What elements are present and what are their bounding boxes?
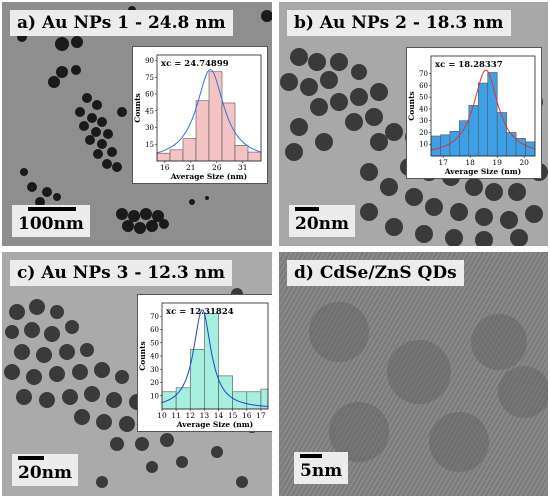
histogram-bar xyxy=(232,391,248,410)
histogram-bar xyxy=(234,145,249,162)
x-tick-label: 13 xyxy=(200,411,210,420)
y-tick-label: 75 xyxy=(145,74,154,82)
fit-curve xyxy=(161,309,269,407)
panel-c-title: c) Au NPs 3 - 12.3 nm xyxy=(10,260,232,286)
histogram-bar xyxy=(221,102,236,162)
histogram-bar xyxy=(477,82,489,157)
panel-c: c) Au NPs 3 - 12.3 nm 20nm 10 11 12 13 14 15 1… xyxy=(2,252,272,496)
histogram-bar xyxy=(204,313,219,410)
x-tick-label: 17 xyxy=(438,158,448,167)
panel-b-scale: 20nm xyxy=(289,205,356,237)
y-tick-label: 10 xyxy=(419,141,428,149)
y-tick-label: 60 xyxy=(145,91,154,99)
y-tick-label: 20 xyxy=(419,129,428,137)
scale-bar xyxy=(28,207,76,211)
y-tick-label: 30 xyxy=(150,366,159,374)
fit-curve xyxy=(430,69,536,151)
histogram-bar xyxy=(175,387,191,410)
x-tick-label: 10 xyxy=(157,411,167,420)
panel-d: d) CdSe/ZnS QDs 5nm xyxy=(279,252,548,496)
panel-c-scale: 20nm xyxy=(12,454,79,486)
plot-frame xyxy=(156,54,262,162)
y-tick-label: 45 xyxy=(145,107,154,115)
y-tick-label: 30 xyxy=(419,117,428,125)
histogram-bar xyxy=(161,391,177,410)
x-axis-label: Average Size (nm) xyxy=(444,167,521,176)
histogram-bar xyxy=(195,100,210,162)
y-tick-label: 70 xyxy=(419,70,428,78)
histogram-bar xyxy=(496,112,507,157)
y-axis-label: Counts xyxy=(138,341,147,371)
panel-d-scale: 5nm xyxy=(294,452,349,484)
scale-label: 100nm xyxy=(18,214,84,234)
x-tick-label: 17 xyxy=(256,411,266,420)
xc-annotation: xc = 12.31824 xyxy=(166,307,234,317)
x-tick-label: 14 xyxy=(214,411,224,420)
histogram-a: 16 21 26 31 15 30 45 60 75 90 Average Size (nm) Cou… xyxy=(133,54,262,181)
x-tick-label: 15 xyxy=(228,411,238,420)
xc-annotation: xc = 18.28337 xyxy=(435,60,503,70)
x-tick-label: 26 xyxy=(212,163,222,172)
histogram-bar xyxy=(247,151,262,162)
x-tick-label: 21 xyxy=(186,163,196,172)
histogram-bar xyxy=(169,149,184,162)
histogram-bar xyxy=(430,135,441,157)
x-tick-label: 16 xyxy=(160,163,170,172)
scale-label: 20nm xyxy=(18,463,73,483)
y-axis-label: Counts xyxy=(407,91,416,121)
scale-bar xyxy=(295,207,319,211)
y-tick-label: 50 xyxy=(419,94,428,102)
y-tick-label: 30 xyxy=(145,124,154,132)
y-tick-label: 20 xyxy=(150,379,159,387)
panel-a: a) Au NPs 1 - 24.8 nm 100nm 16 21 26 31 15 30… xyxy=(2,2,272,246)
histogram-inset-c: 10 11 12 13 14 15 16 17 10 20 30 40 50 60 70 Average Si… xyxy=(137,294,272,432)
scale-label: 5nm xyxy=(300,461,343,481)
x-axis-label: Average Size (nm) xyxy=(170,172,247,181)
histogram-bar xyxy=(156,152,171,162)
histogram-bar xyxy=(459,120,470,157)
histogram-bar xyxy=(208,71,223,162)
x-tick-label: 31 xyxy=(238,163,248,172)
panel-b-title: b) Au NPs 2 - 18.3 nm xyxy=(287,10,511,36)
y-tick-label: 70 xyxy=(150,313,159,321)
histogram-inset-a: 16 21 26 31 15 30 45 60 75 90 Average Size (nm) Cou… xyxy=(132,46,268,184)
scale-label: 20nm xyxy=(295,214,350,234)
xc-annotation: xc = 24.74899 xyxy=(161,59,229,69)
x-tick-label: 18 xyxy=(465,158,475,167)
panel-a-title: a) Au NPs 1 - 24.8 nm xyxy=(10,10,233,36)
histogram-bar xyxy=(506,132,517,157)
histogram-bar xyxy=(468,105,479,157)
scale-bar xyxy=(300,454,322,458)
y-tick-label: 10 xyxy=(150,392,159,400)
y-axis-label: Counts xyxy=(133,93,142,123)
x-tick-label: 20 xyxy=(519,158,529,167)
panel-d-title: d) CdSe/ZnS QDs xyxy=(287,260,464,286)
y-tick-label: 15 xyxy=(145,141,154,149)
x-tick-label: 16 xyxy=(242,411,252,420)
histogram-b: 17 18 19 20 10 20 30 40 50 60 70 Average Size (nm) C… xyxy=(407,55,536,176)
x-axis-label: Average Size (nm) xyxy=(176,420,253,429)
histogram-bar xyxy=(182,138,197,162)
histogram-bar xyxy=(449,130,460,157)
y-tick-label: 60 xyxy=(419,82,428,90)
tem-image-d xyxy=(279,252,548,496)
x-tick-label: 19 xyxy=(492,158,502,167)
x-tick-label: 11 xyxy=(171,411,181,420)
histogram-c: 10 11 12 13 14 15 16 17 10 20 30 40 50 60 70 Average Si… xyxy=(138,302,269,429)
panel-b: b) Au NPs 2 - 18.3 nm 20nm 17 18 19 20 10 20 3… xyxy=(279,2,548,246)
histogram-inset-b: 17 18 19 20 10 20 30 40 50 60 70 Average Size (nm) C… xyxy=(406,47,542,179)
y-tick-label: 90 xyxy=(145,57,154,65)
plot-frame xyxy=(430,55,536,157)
fit-curve xyxy=(156,68,262,154)
y-tick-label: 50 xyxy=(150,339,159,347)
scale-bar xyxy=(18,456,44,460)
histogram-bar xyxy=(246,391,262,410)
y-tick-label: 60 xyxy=(150,326,159,334)
panel-a-scale: 100nm xyxy=(12,205,90,237)
y-tick-label: 40 xyxy=(419,105,428,113)
y-tick-label: 40 xyxy=(150,353,159,361)
x-tick-label: 12 xyxy=(185,411,195,420)
